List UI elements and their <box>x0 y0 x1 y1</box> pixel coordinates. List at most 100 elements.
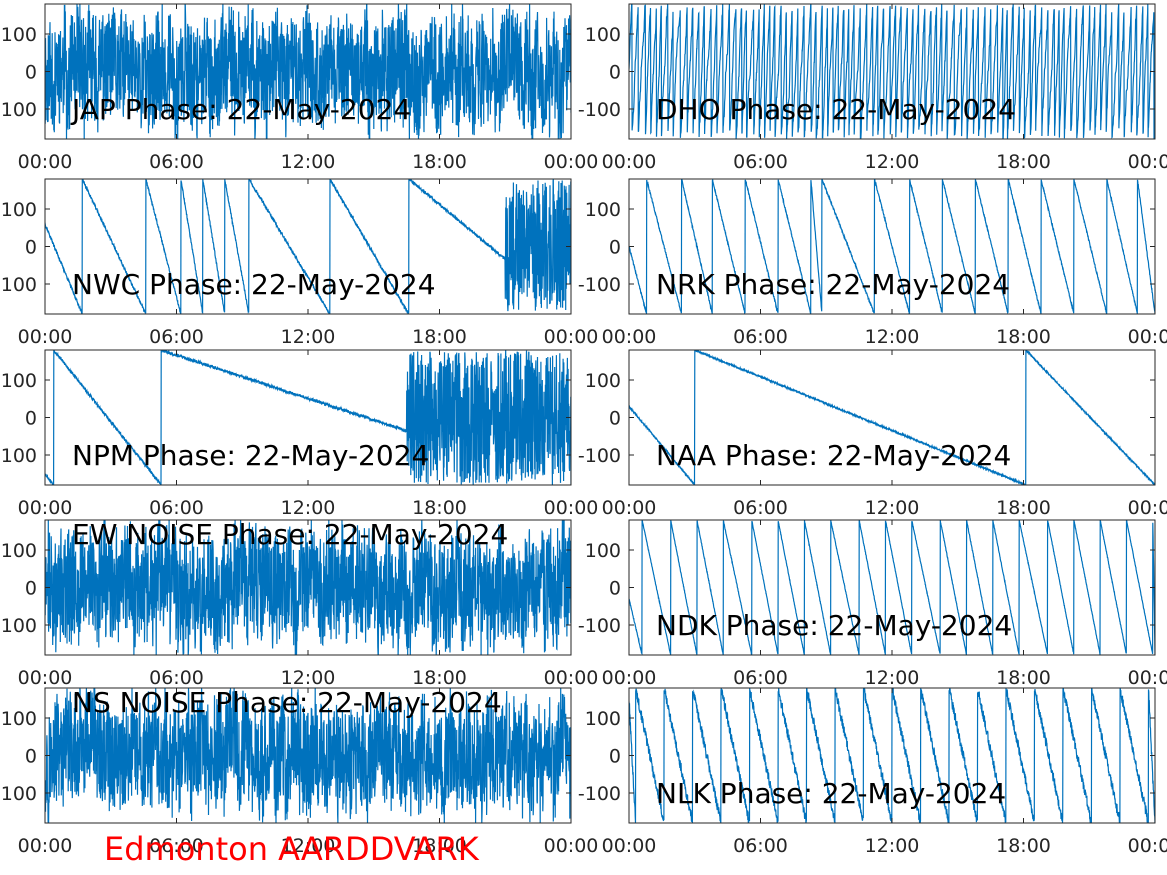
x-tick-label: 06:00 <box>149 497 204 519</box>
x-tick-label: 00:00 <box>1128 667 1167 689</box>
panel-title: NS NOISE Phase: 22-May-2024 <box>72 686 502 719</box>
x-tick-label: 00:00 <box>18 835 73 857</box>
x-tick-label: 00:00 <box>544 835 599 857</box>
x-tick-label: 12:00 <box>865 835 920 857</box>
phase-series-line <box>629 179 1155 314</box>
x-tick-label: 06:00 <box>149 151 204 173</box>
y-tick-label: 0 <box>609 408 621 430</box>
x-tick-label: 00:00 <box>18 151 73 173</box>
phase-panel: 100 0 -100 00:00 06:00 12:00 18:00 00:00 NRK Pha… <box>578 178 1167 348</box>
y-tick-label: -100 <box>578 783 621 805</box>
x-tick-label: 00:00 <box>1128 326 1167 348</box>
panel-title: NDK Phase: 22-May-2024 <box>656 609 1012 642</box>
panel-title: DHO Phase: 22-May-2024 <box>656 93 1016 126</box>
phase-series-line <box>45 688 571 823</box>
phase-series-line <box>45 179 571 314</box>
x-tick-label: 00:00 <box>18 326 73 348</box>
panel-title: EW NOISE Phase: 22-May-2024 <box>72 518 508 551</box>
x-tick-label: 12:00 <box>281 667 336 689</box>
panel-title: NRK Phase: 22-May-2024 <box>656 268 1010 301</box>
x-tick-label: 00:00 <box>1128 835 1167 857</box>
panel-title: JAP Phase: 22-May-2024 <box>70 93 411 126</box>
x-tick-label: 18:00 <box>412 497 467 519</box>
x-tick-label: 06:00 <box>149 835 204 857</box>
y-tick-label: 100 <box>1 370 37 392</box>
x-tick-label: 06:00 <box>733 835 788 857</box>
y-tick-label: 0 <box>25 237 37 259</box>
x-tick-label: 18:00 <box>996 835 1051 857</box>
x-tick-label: 00:00 <box>544 151 599 173</box>
y-tick-label: 0 <box>25 746 37 768</box>
x-tick-label: 00:00 <box>602 667 657 689</box>
phase-series-line <box>45 520 571 655</box>
phase-panel: 100 0 -100 00:00 06:00 12:00 18:00 00:00 EW NOIS… <box>0 518 598 689</box>
phase-panel: 100 0 -100 00:00 06:00 12:00 18:00 00:00 NS NOIS… <box>0 686 598 857</box>
x-tick-label: 18:00 <box>996 326 1051 348</box>
x-tick-label: 12:00 <box>281 151 336 173</box>
y-tick-label: 100 <box>1 708 37 730</box>
phase-panel: 100 0 -100 00:00 06:00 12:00 18:00 00:00 NAA Pha… <box>578 349 1167 519</box>
phase-panel: 100 0 -100 00:00 06:00 12:00 18:00 00:00 JAP Pha… <box>0 3 599 173</box>
y-tick-label: -100 <box>0 783 37 805</box>
y-tick-label: 0 <box>25 578 37 600</box>
x-tick-label: 18:00 <box>412 326 467 348</box>
x-tick-label: 18:00 <box>996 667 1051 689</box>
x-tick-label: 06:00 <box>149 667 204 689</box>
plot-area <box>45 179 571 314</box>
x-tick-label: 00:00 <box>544 326 599 348</box>
phase-series-line <box>629 4 1155 139</box>
y-tick-label: 0 <box>25 408 37 430</box>
phase-series-line <box>629 520 1155 655</box>
x-tick-label: 12:00 <box>865 151 920 173</box>
y-tick-label: 100 <box>585 24 621 46</box>
panel-title: NAA Phase: 22-May-2024 <box>656 439 1011 472</box>
y-tick-label: -100 <box>578 274 621 296</box>
x-tick-label: 12:00 <box>281 835 336 857</box>
y-tick-label: 0 <box>609 62 621 84</box>
panel-title: NPM Phase: 22-May-2024 <box>72 439 429 472</box>
x-tick-label: 18:00 <box>412 151 467 173</box>
phase-series-line <box>45 350 571 485</box>
x-tick-label: 12:00 <box>281 326 336 348</box>
x-tick-label: 06:00 <box>149 326 204 348</box>
x-tick-label: 12:00 <box>281 497 336 519</box>
y-tick-label: 100 <box>1 199 37 221</box>
y-tick-label: -100 <box>578 99 621 121</box>
phase-panel: 100 0 -100 00:00 06:00 12:00 18:00 00:00 NDK Pha… <box>578 519 1167 689</box>
plot-area <box>629 350 1155 485</box>
x-tick-label: 06:00 <box>733 326 788 348</box>
x-tick-label: 00:00 <box>544 497 599 519</box>
y-tick-label: 100 <box>1 24 37 46</box>
y-tick-label: 0 <box>609 578 621 600</box>
panel-title: NLK Phase: 22-May-2024 <box>656 777 1006 810</box>
panel-title: NWC Phase: 22-May-2024 <box>72 268 436 301</box>
phase-panel: 100 0 -100 00:00 06:00 12:00 18:00 00:00 NLK Pha… <box>578 687 1167 857</box>
y-tick-label: 0 <box>609 237 621 259</box>
station-label: Edmonton AARDDVARK <box>104 830 480 868</box>
phase-panel: 100 0 -100 00:00 06:00 12:00 18:00 00:00 NPM Pha… <box>0 349 599 519</box>
y-tick-label: -100 <box>578 615 621 637</box>
phase-series-line <box>629 350 1155 485</box>
x-tick-label: 12:00 <box>865 497 920 519</box>
y-tick-label: -100 <box>0 99 37 121</box>
x-tick-label: 00:00 <box>602 326 657 348</box>
x-tick-label: 06:00 <box>733 497 788 519</box>
y-tick-label: 100 <box>585 370 621 392</box>
y-tick-label: -100 <box>0 445 37 467</box>
x-tick-label: 18:00 <box>412 667 467 689</box>
plot-area <box>629 520 1155 655</box>
x-tick-label: 12:00 <box>865 667 920 689</box>
y-tick-label: -100 <box>0 615 37 637</box>
y-tick-label: 100 <box>585 199 621 221</box>
y-tick-label: -100 <box>0 274 37 296</box>
y-tick-label: 0 <box>25 62 37 84</box>
y-tick-label: 100 <box>585 708 621 730</box>
phase-series-line <box>45 4 571 139</box>
phase-panel: 100 0 -100 00:00 06:00 12:00 18:00 00:00 DHO Pha… <box>578 3 1167 173</box>
y-tick-label: -100 <box>578 445 621 467</box>
x-tick-label: 06:00 <box>733 151 788 173</box>
x-tick-label: 00:00 <box>602 497 657 519</box>
x-tick-label: 18:00 <box>996 497 1051 519</box>
x-tick-label: 00:00 <box>18 667 73 689</box>
